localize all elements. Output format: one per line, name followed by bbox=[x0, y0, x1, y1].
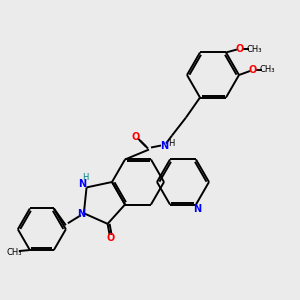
Text: O: O bbox=[132, 131, 140, 142]
Text: O: O bbox=[106, 233, 115, 243]
Text: CH₃: CH₃ bbox=[259, 65, 275, 74]
Text: N: N bbox=[77, 209, 85, 219]
Text: O: O bbox=[236, 44, 244, 55]
Text: N: N bbox=[79, 179, 87, 189]
Text: CH₃: CH₃ bbox=[6, 248, 22, 256]
Text: H: H bbox=[82, 173, 89, 182]
Text: N: N bbox=[160, 140, 168, 151]
Text: O: O bbox=[249, 65, 257, 75]
Text: N: N bbox=[193, 203, 201, 214]
Text: H: H bbox=[168, 139, 174, 148]
Text: CH₃: CH₃ bbox=[246, 45, 262, 54]
